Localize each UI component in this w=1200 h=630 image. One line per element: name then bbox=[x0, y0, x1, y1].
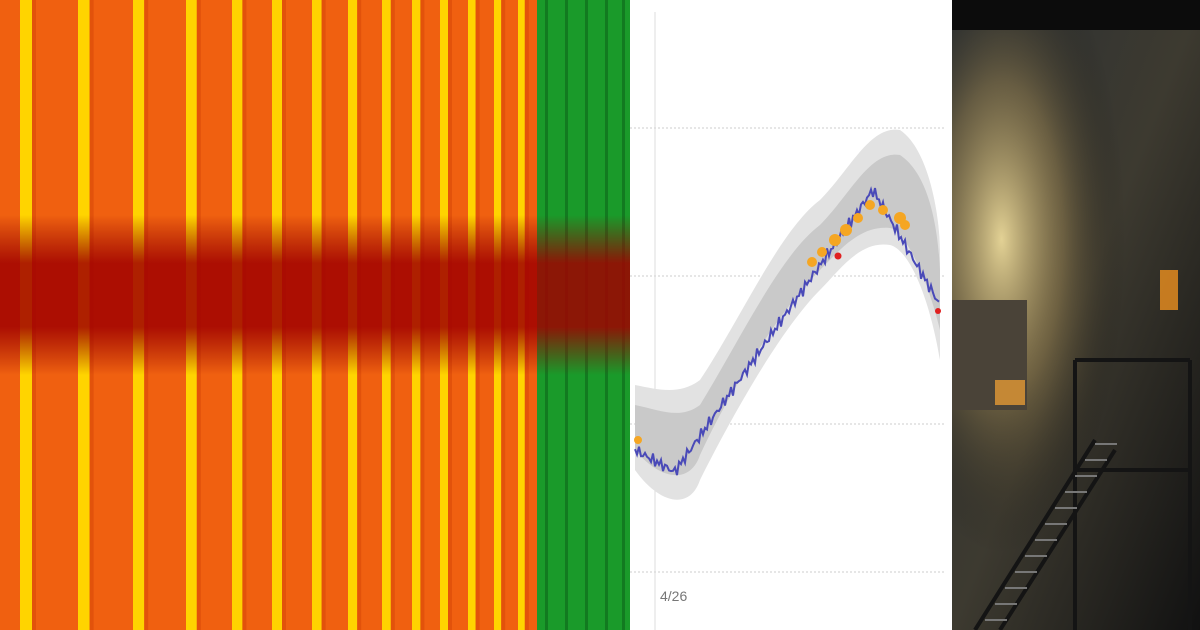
striped-photo bbox=[0, 0, 630, 630]
chart-panel: 4/26 bbox=[630, 0, 952, 630]
red-band bbox=[0, 215, 630, 375]
x-tick-label: 4/26 bbox=[660, 588, 687, 604]
anomaly-point bbox=[935, 308, 941, 314]
anomaly-point bbox=[834, 252, 842, 260]
industrial-photo bbox=[952, 0, 1200, 630]
forecast-line bbox=[634, 186, 940, 476]
inner-band bbox=[635, 154, 940, 476]
observations bbox=[634, 200, 910, 444]
